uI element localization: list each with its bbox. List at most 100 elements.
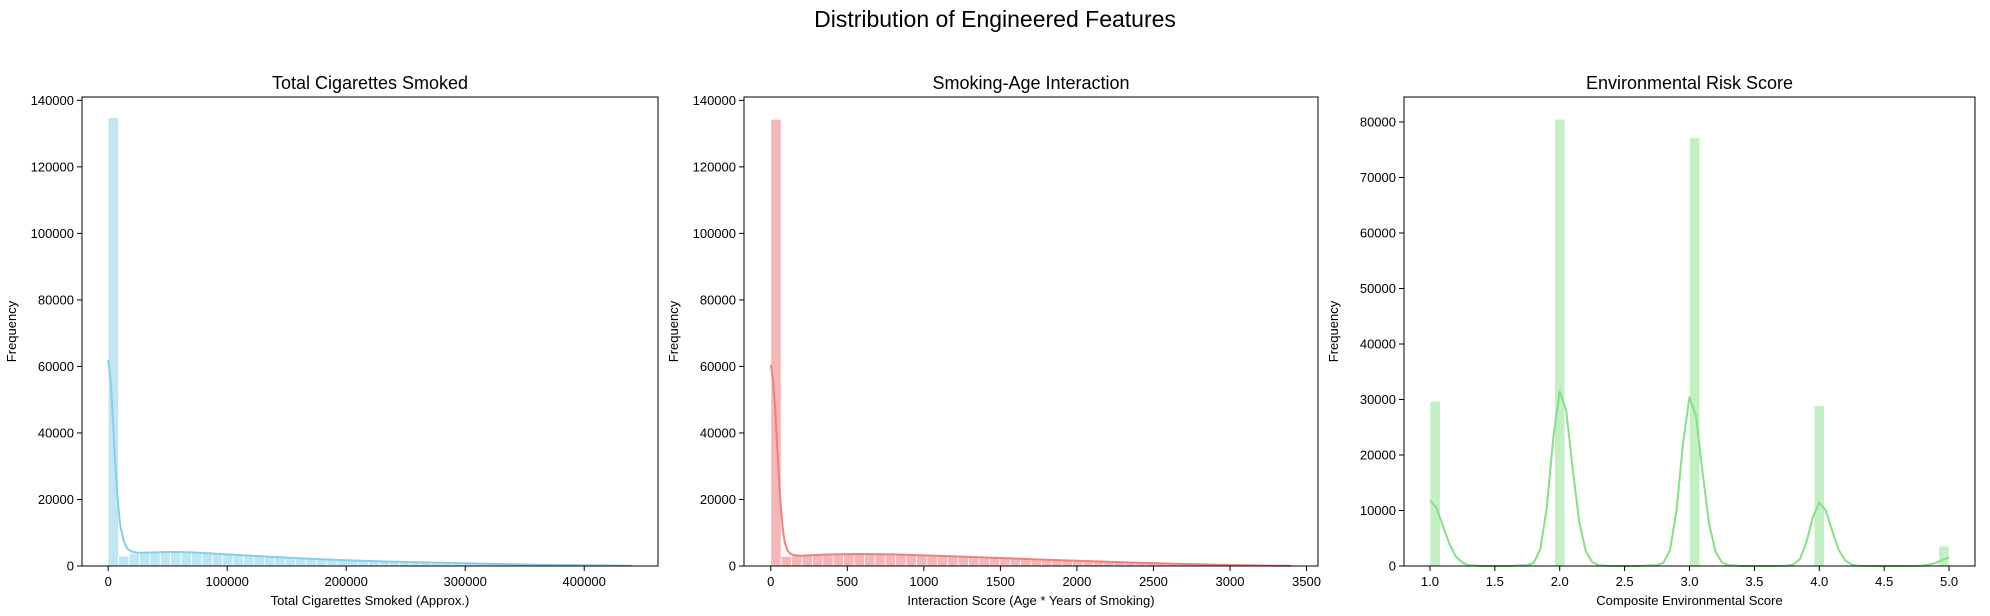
histogram-bar [149, 551, 161, 567]
histogram-bar [968, 556, 980, 567]
histogram-bar [211, 553, 224, 567]
y-axis-label: Frequency [4, 300, 19, 362]
histogram-bar [978, 557, 990, 567]
y-tick-label: 140000 [693, 93, 736, 108]
y-tick-label: 30000 [1360, 392, 1396, 407]
histogram-bar [853, 553, 865, 567]
y-tick-label: 0 [729, 559, 736, 574]
x-tick-label: 5.0 [1940, 574, 1958, 589]
histogram-bar [791, 554, 803, 567]
x-tick-label: 0 [105, 574, 112, 589]
histogram-bar [191, 552, 203, 567]
axes-frame [743, 96, 1319, 567]
x-tick-label: 1500 [986, 574, 1015, 589]
y-axis-label: Frequency [666, 300, 681, 362]
x-axis-label: Composite Environmental Score [1596, 593, 1782, 608]
chart-title: Total Cigarettes Smoked [272, 73, 468, 93]
y-tick-label: 120000 [693, 159, 736, 174]
y-tick-label: 50000 [1360, 281, 1396, 296]
histogram-bar [916, 554, 928, 567]
histogram-bars [1429, 118, 1950, 567]
x-tick-label: 0 [767, 574, 774, 589]
histogram-bar [1938, 545, 1950, 567]
kde-line [769, 364, 1292, 567]
histogram-bar [128, 552, 140, 567]
histogram-bar [1554, 118, 1566, 567]
y-tick-label: 0 [1389, 559, 1396, 574]
histogram-bar [957, 556, 969, 567]
chart-title: Environmental Risk Score [1586, 73, 1793, 93]
x-tick-label: 2.0 [1551, 574, 1569, 589]
y-tick-label: 0 [67, 559, 74, 574]
x-tick-label: 4.5 [1875, 574, 1893, 589]
y-tick-label: 80000 [1360, 114, 1396, 129]
histogram-bars [770, 118, 1292, 567]
histogram-bar [201, 552, 213, 567]
y-tick-label: 80000 [700, 292, 736, 307]
histogram-bar [1813, 405, 1825, 567]
histogram-bar [988, 557, 1001, 567]
histogram-bar [780, 555, 793, 567]
y-tick-label: 100000 [31, 226, 74, 241]
x-tick-label: 400000 [563, 574, 606, 589]
x-tick-label: 4.0 [1810, 574, 1828, 589]
histogram-bar [1030, 559, 1042, 567]
chart-environmental-risk: 1.0 1.5 2.0 2.5 3.0 3.5 4.0 4.5 5.0 0 10000 20000 30… [1326, 73, 1976, 608]
histogram-bar [170, 551, 182, 567]
histogram-bar [1689, 137, 1701, 567]
histogram-bar [222, 553, 234, 567]
y-tick-label: 20000 [700, 492, 736, 507]
x-axis-label: Total Cigarettes Smoked (Approx.) [271, 593, 470, 608]
histogram-bar [999, 557, 1011, 567]
histogram-bars [107, 117, 630, 567]
x-tick-label: 100000 [205, 574, 248, 589]
y-tick-label: 120000 [31, 159, 74, 174]
histogram-bar [1429, 400, 1441, 567]
histogram-bar [118, 555, 130, 567]
chart-title: Smoking-Age Interaction [932, 73, 1129, 93]
histogram-bar [1041, 559, 1053, 567]
figure-title: Distribution of Engineered Features [814, 6, 1176, 32]
y-tick-label: 80000 [38, 292, 74, 307]
histogram-bar [843, 553, 855, 567]
x-tick-label: 2500 [1139, 574, 1168, 589]
x-tick-label: 1000 [909, 574, 938, 589]
y-tick-label: 20000 [1360, 447, 1396, 462]
histogram-bar [864, 553, 876, 567]
histogram-bar [139, 551, 151, 567]
x-tick-label: 3.0 [1680, 574, 1698, 589]
x-tick-label: 2000 [1062, 574, 1091, 589]
y-tick-label: 20000 [38, 492, 74, 507]
x-tick-label: 3000 [1216, 574, 1245, 589]
histogram-bar [832, 553, 845, 567]
x-tick-label: 3.5 [1745, 574, 1763, 589]
x-tick-label: 1.5 [1486, 574, 1504, 589]
y-tick-label: 140000 [31, 93, 74, 108]
x-tick-label: 200000 [325, 574, 368, 589]
histogram-bar [180, 551, 192, 567]
x-tick-label: 1.0 [1421, 574, 1439, 589]
x-tick-label: 500 [836, 574, 858, 589]
histogram-bar [895, 554, 907, 567]
histogram-bar [822, 553, 834, 567]
x-tick-label: 2.5 [1616, 574, 1634, 589]
y-tick-label: 40000 [1360, 336, 1396, 351]
y-tick-label: 70000 [1360, 170, 1396, 185]
histogram-bar [874, 553, 886, 567]
x-tick-label: 3500 [1292, 574, 1321, 589]
y-tick-label: 60000 [38, 359, 74, 374]
y-tick-label: 40000 [38, 425, 74, 440]
histogram-bar [159, 551, 172, 567]
axes-frame [81, 96, 659, 567]
histogram-bar [232, 554, 244, 567]
chart-total-cigarettes: 0 100000 200000 300000 400000 0 20000 40000 6000… [4, 73, 659, 608]
histogram-bar [936, 555, 949, 567]
y-tick-label: 10000 [1360, 503, 1396, 518]
histogram-bar [926, 555, 938, 567]
kde-line [1429, 390, 1950, 567]
y-tick-label: 40000 [700, 425, 736, 440]
histogram-bar [947, 555, 959, 567]
y-tick-label: 60000 [1360, 225, 1396, 240]
y-axis-label: Frequency [1326, 300, 1341, 362]
